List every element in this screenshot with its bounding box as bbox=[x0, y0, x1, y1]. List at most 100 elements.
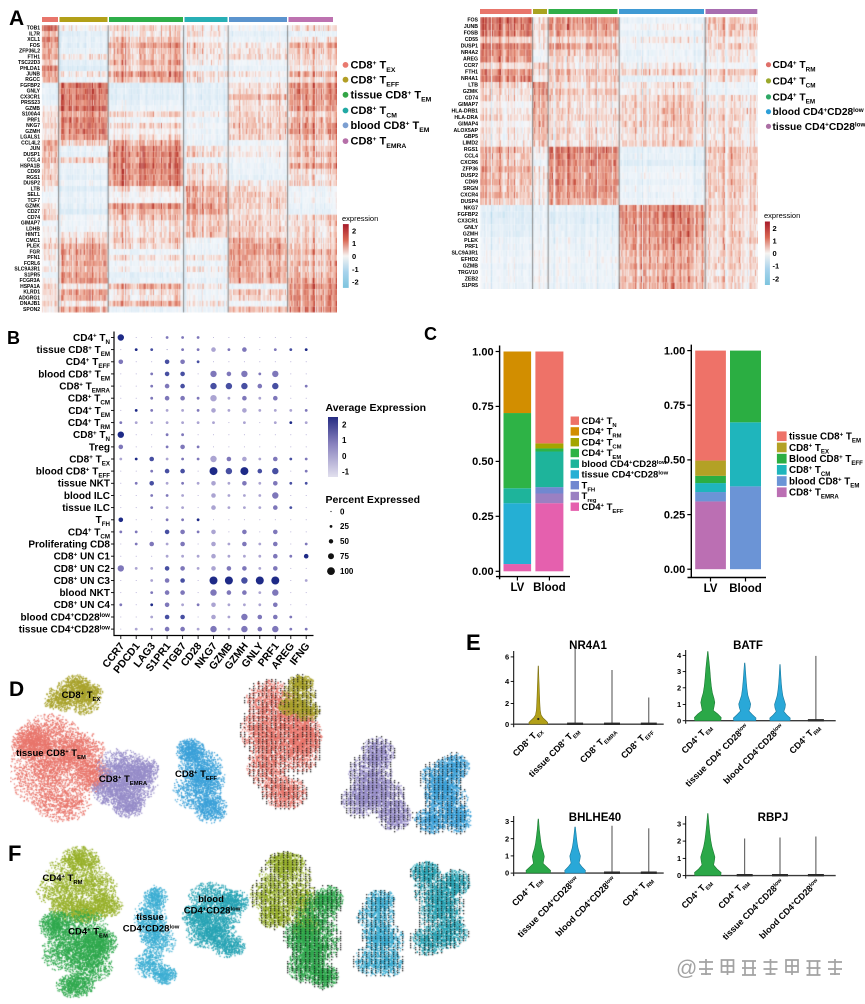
svg-text:100: 100 bbox=[340, 567, 354, 576]
svg-text:RGS1: RGS1 bbox=[464, 147, 478, 153]
svg-text:CD4+ TEM: CD4+ TEM bbox=[773, 92, 816, 105]
svg-text:1.00: 1.00 bbox=[472, 346, 493, 358]
svg-text:TRGV10: TRGV10 bbox=[458, 270, 478, 276]
svg-text:tissue ILC: tissue ILC bbox=[62, 503, 110, 514]
svg-text:1: 1 bbox=[773, 237, 777, 246]
svg-text:blood NKT: blood NKT bbox=[59, 588, 110, 599]
svg-text:FGFBP2: FGFBP2 bbox=[458, 212, 479, 218]
svg-text:CD4+ TRM: CD4+ TRM bbox=[68, 418, 110, 431]
svg-text:AREG: AREG bbox=[463, 57, 478, 63]
svg-text:2: 2 bbox=[505, 834, 509, 843]
svg-text:-1: -1 bbox=[773, 262, 780, 271]
svg-text:IL7R: IL7R bbox=[29, 31, 40, 37]
svg-text:SRGN: SRGN bbox=[463, 186, 478, 192]
svg-text:AREG: AREG bbox=[269, 640, 297, 671]
svg-text:GZMH: GZMH bbox=[25, 129, 40, 135]
svg-text:CD69: CD69 bbox=[465, 180, 478, 186]
svg-text:@: @ bbox=[676, 957, 697, 980]
svg-text:blood ILC: blood ILC bbox=[64, 491, 110, 502]
svg-text:E: E bbox=[466, 630, 481, 655]
svg-text:CD8+ TEX: CD8+ TEX bbox=[351, 60, 396, 74]
svg-text:S1PR1: S1PR1 bbox=[144, 640, 174, 674]
svg-text:GNLY: GNLY bbox=[464, 225, 478, 231]
svg-text:CCR7: CCR7 bbox=[464, 63, 478, 69]
svg-text:tissue CD4+CD28low: tissue CD4+CD28low bbox=[773, 122, 865, 133]
svg-text:CD28: CD28 bbox=[178, 640, 204, 669]
svg-text:1.00: 1.00 bbox=[664, 345, 685, 357]
svg-text:CXCR6: CXCR6 bbox=[460, 160, 478, 166]
svg-text:blood CD8+ TEM: blood CD8+ TEM bbox=[38, 369, 110, 382]
svg-text:SPON2: SPON2 bbox=[23, 307, 40, 313]
svg-text:2: 2 bbox=[677, 837, 681, 846]
svg-text:DUSP2: DUSP2 bbox=[461, 173, 478, 179]
svg-text:ZFP36L2: ZFP36L2 bbox=[19, 49, 40, 55]
svg-text:CD8+ TEMRA: CD8+ TEMRA bbox=[789, 487, 839, 500]
svg-text:CD4+ TCM: CD4+ TCM bbox=[773, 76, 816, 89]
svg-text:3: 3 bbox=[505, 817, 509, 826]
svg-text:expression: expression bbox=[342, 214, 378, 223]
svg-text:CD8+ TEMRA: CD8+ TEMRA bbox=[59, 381, 110, 394]
svg-text:-2: -2 bbox=[352, 278, 359, 287]
svg-text:25: 25 bbox=[340, 522, 349, 531]
svg-text:CD8+ TCM: CD8+ TCM bbox=[68, 393, 110, 406]
svg-text:PLEK: PLEK bbox=[27, 244, 41, 250]
svg-text:blood CD4+CD28low: blood CD4+CD28low bbox=[20, 612, 110, 623]
svg-text:tissue CD8+ TEM: tissue CD8+ TEM bbox=[789, 431, 861, 444]
svg-text:CX3CR1: CX3CR1 bbox=[458, 218, 479, 224]
svg-text:1: 1 bbox=[677, 700, 681, 709]
svg-text:CD8+ TEFF: CD8+ TEFF bbox=[351, 74, 400, 88]
svg-text:CD4+ TRM: CD4+ TRM bbox=[773, 60, 816, 73]
svg-text:GIMAP7: GIMAP7 bbox=[458, 102, 478, 108]
svg-text:CD8+ UN C1: CD8+ UN C1 bbox=[54, 551, 111, 562]
svg-text:tissue CD8+ TEM: tissue CD8+ TEM bbox=[527, 725, 583, 781]
svg-text:DNAJB1: DNAJB1 bbox=[20, 301, 40, 307]
svg-text:PRF1: PRF1 bbox=[256, 640, 282, 669]
svg-text:NKG7: NKG7 bbox=[26, 123, 40, 129]
svg-text:Treg: Treg bbox=[89, 442, 110, 453]
svg-text:NKG7: NKG7 bbox=[464, 205, 479, 211]
svg-text:2: 2 bbox=[773, 224, 777, 233]
svg-text:FGR: FGR bbox=[29, 249, 40, 255]
svg-text:CD8+ TEX: CD8+ TEX bbox=[69, 454, 111, 467]
svg-text:LDHB: LDHB bbox=[26, 227, 40, 233]
svg-text:HSPA1A: HSPA1A bbox=[20, 284, 40, 290]
svg-text:CD8+ TCM: CD8+ TCM bbox=[789, 465, 830, 478]
svg-text:JUNB: JUNB bbox=[26, 72, 40, 78]
svg-text:CD8+ TEMRA: CD8+ TEMRA bbox=[578, 725, 619, 766]
svg-text:Treg: Treg bbox=[582, 491, 597, 504]
svg-text:NR4A1: NR4A1 bbox=[461, 76, 478, 82]
svg-text:S1PR5: S1PR5 bbox=[462, 283, 479, 289]
svg-text:Blood: Blood bbox=[729, 583, 762, 595]
svg-text:LTB: LTB bbox=[31, 186, 41, 192]
svg-text:tissue CD4+CD28low: tissue CD4+CD28low bbox=[515, 874, 581, 940]
svg-text:blood CD4+CD28low: blood CD4+CD28low bbox=[773, 107, 864, 118]
svg-text:tissue CD4+CD28low: tissue CD4+CD28low bbox=[720, 876, 786, 942]
svg-text:ALOX5AP: ALOX5AP bbox=[453, 128, 478, 134]
svg-text:CD8+ TCM: CD8+ TCM bbox=[351, 105, 398, 119]
svg-text:1: 1 bbox=[342, 436, 347, 445]
svg-text:CD8+ TEMRA: CD8+ TEMRA bbox=[351, 136, 407, 150]
svg-text:CX3CR1: CX3CR1 bbox=[20, 95, 40, 101]
svg-text:0.25: 0.25 bbox=[664, 509, 685, 521]
svg-text:CD4+ TEFF: CD4+ TEFF bbox=[66, 357, 110, 370]
svg-text:CD4+ TCM: CD4+ TCM bbox=[582, 437, 622, 450]
svg-text:GZMH: GZMH bbox=[463, 231, 479, 237]
svg-text:0: 0 bbox=[505, 869, 509, 878]
svg-text:0: 0 bbox=[677, 716, 681, 725]
svg-text:FTH1: FTH1 bbox=[465, 70, 478, 76]
svg-text:LTB: LTB bbox=[468, 83, 478, 89]
svg-text:CD4+ TEM: CD4+ TEM bbox=[680, 877, 716, 913]
svg-text:0: 0 bbox=[342, 452, 347, 461]
svg-text:blood CD8+ TEM: blood CD8+ TEM bbox=[351, 120, 430, 134]
svg-text:blood CD4+CD28low: blood CD4+CD28low bbox=[553, 874, 618, 939]
svg-text:GZMB: GZMB bbox=[463, 264, 479, 270]
svg-text:IFNG: IFNG bbox=[288, 640, 313, 667]
svg-text:TFH: TFH bbox=[582, 480, 596, 493]
svg-text:4: 4 bbox=[505, 677, 510, 686]
svg-text:expression: expression bbox=[764, 211, 800, 220]
svg-text:blood CD4+CD28low: blood CD4+CD28low bbox=[757, 876, 822, 941]
svg-text:CD4+ TN: CD4+ TN bbox=[73, 333, 111, 346]
svg-text:EFHD2: EFHD2 bbox=[461, 257, 478, 263]
svg-text:1: 1 bbox=[352, 239, 356, 248]
svg-text:-1: -1 bbox=[352, 265, 359, 274]
